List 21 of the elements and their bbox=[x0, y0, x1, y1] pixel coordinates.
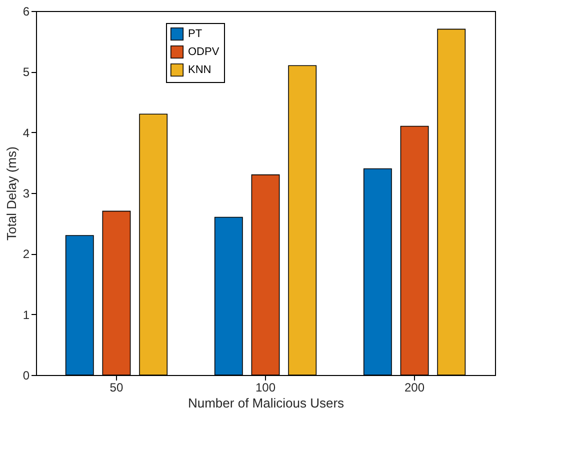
y-axis-title: Total Delay (ms) bbox=[4, 146, 19, 240]
bar bbox=[288, 65, 317, 376]
y-tick-label: 5 bbox=[22, 65, 30, 80]
y-tick-label: 1 bbox=[22, 308, 30, 322]
y-tick-label: 0 bbox=[22, 368, 30, 382]
x-tick-label: 50 bbox=[110, 380, 124, 394]
legend-label: PT bbox=[188, 28, 202, 40]
y-tick-label: 2 bbox=[22, 247, 30, 262]
x-axis-title: Number of Malicious Users bbox=[188, 396, 345, 410]
y-tick-label: 4 bbox=[22, 126, 30, 140]
bar bbox=[363, 168, 392, 376]
bar bbox=[437, 28, 466, 376]
legend-label: KNN bbox=[188, 64, 212, 76]
bar bbox=[214, 216, 243, 376]
y-tick-label: 3 bbox=[22, 186, 30, 200]
bar bbox=[65, 235, 94, 376]
x-tick-label: 100 bbox=[255, 380, 276, 394]
legend-label: ODPV bbox=[188, 46, 220, 58]
y-tick-label: 6 bbox=[22, 4, 30, 18]
bar bbox=[139, 114, 168, 376]
x-tick-label: 200 bbox=[404, 380, 425, 394]
